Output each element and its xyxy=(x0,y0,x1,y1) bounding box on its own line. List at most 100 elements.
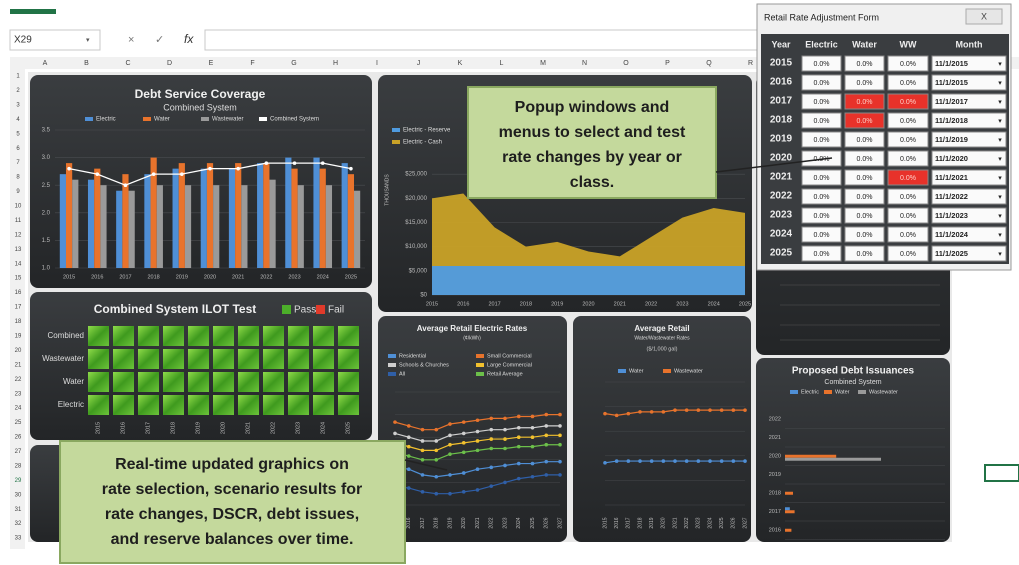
function-icon[interactable]: fx xyxy=(184,32,194,46)
column-header: A xyxy=(43,60,48,67)
series-point xyxy=(475,488,480,492)
formula-input[interactable] xyxy=(204,29,761,51)
month-dropdown[interactable] xyxy=(931,245,1007,262)
rate-input[interactable] xyxy=(844,93,885,110)
month-dropdown[interactable] xyxy=(931,207,1007,224)
close-button[interactable] xyxy=(965,8,1003,25)
rate-input[interactable] xyxy=(801,93,842,110)
series-point xyxy=(544,442,549,447)
rate-input[interactable] xyxy=(801,226,842,243)
ilot-cell xyxy=(313,395,334,415)
callout-arrow xyxy=(715,157,833,173)
month-dropdown[interactable] xyxy=(931,74,1007,91)
column-header: C xyxy=(125,60,130,67)
rate-input[interactable] xyxy=(844,169,885,186)
chart-title: Proposed Debt Issuances xyxy=(792,366,915,377)
form-header: Water xyxy=(852,39,877,49)
rate-input[interactable] xyxy=(887,150,929,167)
legend-label: Water xyxy=(154,117,170,123)
month-dropdown[interactable] xyxy=(931,93,1007,110)
selected-cell[interactable] xyxy=(984,464,1019,482)
series-point xyxy=(684,408,689,412)
rate-input[interactable] xyxy=(844,207,885,224)
rate-input[interactable] xyxy=(801,245,842,262)
legend-label: Wastewater xyxy=(674,368,703,374)
rate-input[interactable] xyxy=(887,245,929,262)
ilot-cell xyxy=(238,372,259,392)
rate-input[interactable] xyxy=(844,150,885,167)
month-dropdown[interactable] xyxy=(931,150,1007,167)
series-point xyxy=(626,459,631,463)
form-year: 2016 xyxy=(770,77,793,88)
row-header: 3 xyxy=(16,102,20,108)
column-label: 2020 xyxy=(220,422,226,434)
series-point xyxy=(208,166,212,171)
rate-input[interactable] xyxy=(801,112,842,129)
rate-input[interactable] xyxy=(887,188,929,205)
series-point xyxy=(638,459,642,463)
x-tick-label: 2020 xyxy=(204,274,216,280)
y-axis-title: THOUSANDS xyxy=(384,174,390,206)
form-month: 11/1/2023 xyxy=(935,211,968,220)
ilot-cell xyxy=(288,372,309,392)
form-rate: 0.0% xyxy=(857,118,873,125)
row-header: 28 xyxy=(15,463,22,469)
row-header: 11 xyxy=(15,218,22,224)
series-point xyxy=(558,473,562,477)
bar xyxy=(128,190,135,268)
form-year: 2017 xyxy=(770,96,793,107)
rate-input[interactable] xyxy=(887,93,929,110)
row-header: 27 xyxy=(15,449,22,455)
legend-swatch xyxy=(824,390,832,394)
rate-input[interactable] xyxy=(887,169,929,186)
month-dropdown[interactable] xyxy=(931,188,1007,205)
dropdown-arrow: ▾ xyxy=(998,80,1002,87)
rate-input[interactable] xyxy=(844,112,885,129)
cancel-icon[interactable]: × xyxy=(128,34,134,46)
rate-input[interactable] xyxy=(801,188,842,205)
legend-swatch xyxy=(858,390,866,394)
rate-input[interactable] xyxy=(844,226,885,243)
rate-input[interactable] xyxy=(887,74,929,91)
rate-input[interactable] xyxy=(801,74,842,91)
series-point xyxy=(503,437,507,441)
rate-input[interactable] xyxy=(844,131,885,148)
rate-input[interactable] xyxy=(844,74,885,91)
bar xyxy=(122,174,129,268)
rate-input[interactable] xyxy=(801,150,842,167)
row-header: 4 xyxy=(16,117,20,123)
month-dropdown[interactable] xyxy=(931,55,1007,72)
rate-input[interactable] xyxy=(887,226,929,243)
name-box[interactable] xyxy=(9,29,101,51)
enter-icon[interactable]: ✓ xyxy=(155,34,164,46)
series-point xyxy=(696,459,701,463)
chart-title: Combined System ILOT Test xyxy=(94,302,256,316)
row-header: 1 xyxy=(16,74,20,80)
rate-input[interactable] xyxy=(887,131,929,148)
rate-input[interactable] xyxy=(887,112,929,129)
form-header: Year xyxy=(771,39,791,49)
form-rate: 0.0% xyxy=(814,251,830,258)
form-rate: 0.0% xyxy=(857,251,873,258)
month-dropdown[interactable] xyxy=(931,169,1007,186)
ilot-cell xyxy=(288,326,309,346)
series-point xyxy=(448,422,452,426)
rate-input[interactable] xyxy=(887,55,929,72)
x-tick-label: 2027 xyxy=(557,517,563,528)
rate-input[interactable] xyxy=(801,55,842,72)
month-dropdown[interactable] xyxy=(931,226,1007,243)
rate-input[interactable] xyxy=(801,169,842,186)
rate-input[interactable] xyxy=(844,245,885,262)
x-tick-label: 2019 xyxy=(649,517,655,528)
rate-input[interactable] xyxy=(801,207,842,224)
bar xyxy=(200,168,207,268)
rate-input[interactable] xyxy=(801,131,842,148)
rate-input[interactable] xyxy=(887,207,929,224)
rate-input[interactable] xyxy=(844,188,885,205)
month-dropdown[interactable] xyxy=(931,112,1007,129)
rate-input[interactable] xyxy=(844,55,885,72)
bar xyxy=(257,163,264,268)
y-tick-label: $10,000 xyxy=(405,244,427,250)
rate-form[interactable]: Retail Rate Adjustment Form X Year Electr… xyxy=(756,3,1012,271)
month-dropdown[interactable] xyxy=(931,131,1007,148)
